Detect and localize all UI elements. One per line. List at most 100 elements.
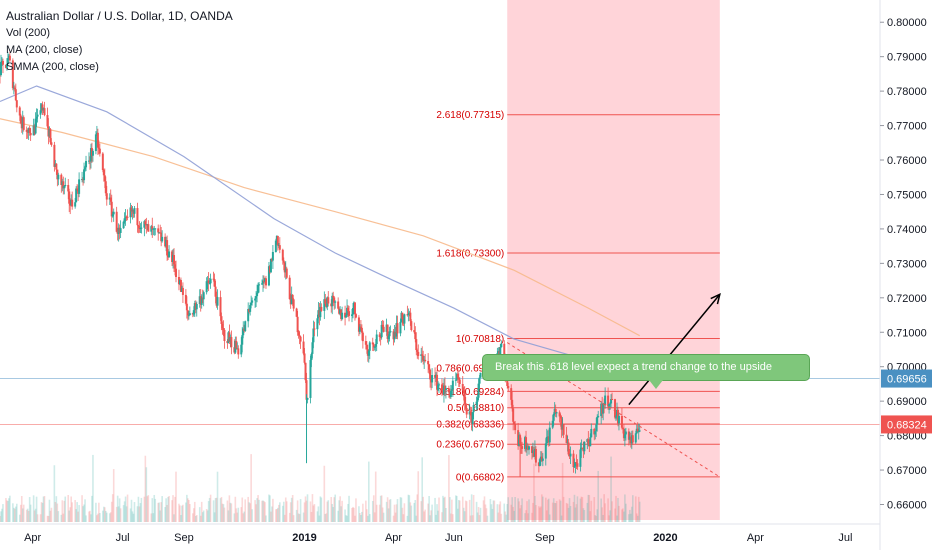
volume-bar (306, 494, 309, 522)
candlestick (396, 315, 399, 340)
volume-bar (57, 511, 60, 522)
volume-bar (544, 497, 547, 522)
volume-bar (55, 496, 58, 522)
volume-bar (29, 504, 32, 522)
volume-bar (198, 507, 201, 522)
volume-bar (527, 513, 529, 522)
volume-bar (305, 500, 308, 522)
volume-bar (444, 496, 446, 522)
volume-bar (6, 500, 8, 522)
volume-bar (456, 495, 458, 522)
volume-bar (194, 515, 197, 522)
candlestick (380, 320, 383, 340)
volume-bar (567, 507, 570, 522)
candlestick (85, 155, 88, 172)
volume-bar (340, 506, 342, 522)
volume-bar (483, 496, 486, 522)
volume-bar (164, 507, 166, 522)
x-tick-label: Sep (535, 532, 555, 544)
volume-bar (150, 513, 153, 522)
volume-bar (14, 508, 16, 522)
projection-arrow-head (710, 293, 721, 305)
candlestick (133, 205, 136, 218)
volume-bar (62, 513, 65, 522)
candlestick (444, 385, 447, 399)
candlestick (296, 310, 299, 336)
volume-bar (580, 496, 583, 522)
volume-bar (91, 495, 93, 522)
candlestick (251, 297, 254, 306)
volume-bar (518, 501, 520, 522)
fib-level-label: 0(0.66802) (456, 472, 504, 483)
volume-bar (539, 507, 541, 522)
volume-bar (472, 494, 475, 522)
volume-bar (413, 502, 416, 522)
volume-bar (228, 495, 231, 522)
volume-bar (334, 494, 336, 522)
candlestick (11, 58, 14, 91)
volume-bar (595, 515, 598, 522)
volume-bar (380, 495, 383, 522)
ma-line (0, 85, 640, 380)
candlestick (209, 273, 212, 289)
volume-bar (532, 502, 534, 522)
volume-bar (213, 512, 216, 522)
volume-bar (226, 500, 229, 522)
volume-bar (401, 507, 404, 522)
volume-bar (339, 496, 341, 522)
volume-bar (53, 465, 56, 522)
candlestick (96, 128, 99, 155)
candlestick (617, 412, 620, 431)
y-tick-label: 0.79000 (887, 52, 927, 64)
volume-bar (583, 510, 586, 522)
volume-bar (548, 514, 551, 522)
volume-bar (338, 500, 340, 522)
volume-bar (110, 501, 113, 522)
volume-bar (448, 455, 450, 522)
volume-bar (632, 495, 634, 522)
volume-bar (140, 497, 143, 522)
volume-bar (572, 501, 575, 522)
projection-arrow-line[interactable] (628, 293, 721, 406)
volume-bar (600, 498, 602, 522)
volume-bar (441, 512, 443, 522)
annotation-callout[interactable]: Break this .618 level expect a trend cha… (482, 354, 810, 389)
volume-bar (161, 496, 163, 522)
fib-level-label: 2.618(0.77315) (436, 110, 504, 121)
volume-bar (115, 506, 118, 522)
volume-bar (462, 507, 465, 522)
volume-bar (247, 496, 249, 522)
volume-bar (402, 514, 405, 522)
volume-bar (435, 514, 437, 522)
candlestick (608, 403, 611, 414)
volume-bar (212, 500, 215, 522)
volume-bar (70, 496, 72, 522)
volume-bar (216, 471, 219, 522)
y-tick-label: 0.77000 (887, 121, 927, 133)
volume-bar (84, 499, 86, 522)
volume-bar (623, 511, 625, 522)
y-tick-label: 0.80000 (887, 17, 927, 29)
volume-bar (39, 514, 42, 522)
volume-bar (373, 512, 376, 522)
candlestick (424, 354, 427, 363)
volume-bar (242, 513, 245, 522)
volume-bar (438, 497, 440, 522)
volume-bar (49, 510, 52, 522)
candlestick (187, 311, 190, 320)
volume-bar (367, 515, 369, 522)
volume-bar (561, 462, 564, 522)
candlestick (235, 336, 238, 350)
volume-bar (229, 502, 232, 522)
volume-bar (604, 503, 606, 522)
volume-bar (631, 506, 633, 522)
volume-bar (622, 508, 624, 522)
candlestick (223, 328, 226, 349)
volume-bar (289, 502, 292, 522)
volume-bar (1, 508, 3, 522)
volume-bar (618, 505, 620, 522)
candlestick (297, 330, 300, 339)
volume-bar (138, 506, 141, 522)
volume-bar (427, 503, 429, 522)
